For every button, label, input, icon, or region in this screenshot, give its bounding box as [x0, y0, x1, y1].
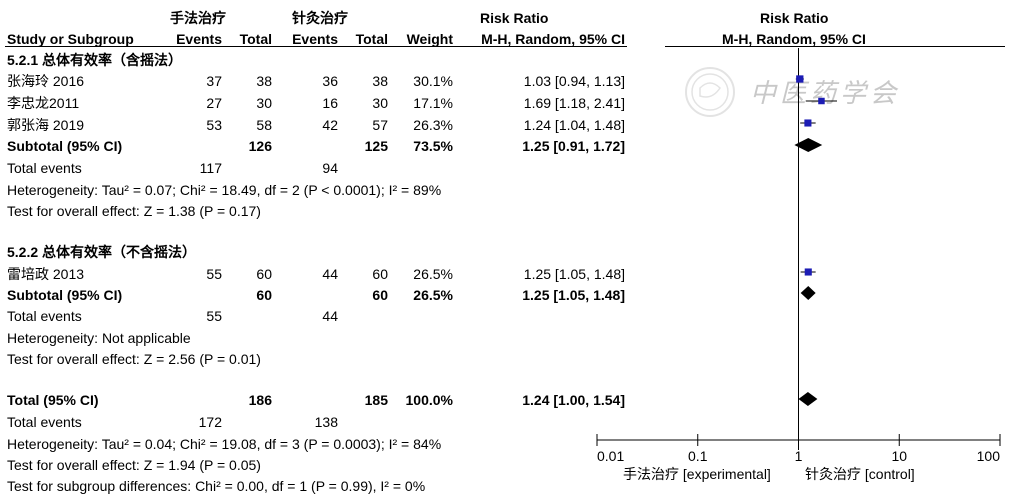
ctl-total-header: Total [355, 31, 388, 47]
total-exp-total: 186 [248, 392, 272, 408]
study-point-marker [804, 268, 812, 276]
total-events-exp: 55 [206, 308, 222, 324]
weight: 17.1% [413, 95, 453, 111]
ctl-total: 38 [372, 73, 388, 89]
exp-total-header: Total [239, 31, 272, 47]
exp-events: 27 [206, 95, 222, 111]
exp-total: 38 [256, 73, 272, 89]
exp-events: 37 [206, 73, 222, 89]
risk-ratio-ci: 1.03 [0.94, 1.13] [523, 73, 625, 89]
exp-total: 60 [256, 266, 272, 282]
risk-ratio-ci: 1.24 [1.04, 1.48] [523, 117, 625, 133]
header-rule-plot [665, 46, 1005, 47]
subgroup-title: 5.2.2 总体有效率（不含摇法） [7, 244, 197, 260]
ctl-events-header: Events [292, 31, 338, 47]
ctl-total: 30 [372, 95, 388, 111]
ctl-total: 57 [372, 117, 388, 133]
subtotal-ci: 1.25 [0.91, 1.72] [522, 138, 625, 154]
exp-events-header: Events [176, 31, 222, 47]
total-events-label: Total events [7, 160, 82, 176]
risk-ratio-header: Risk Ratio [480, 10, 549, 26]
study-point-marker [804, 119, 812, 127]
summary-diamond [794, 138, 823, 152]
method-header: M-H, Random, 95% CI [481, 31, 625, 47]
study-point-marker [818, 97, 825, 105]
weight-header: Weight [406, 31, 453, 47]
overall-effect-text: Test for overall effect: Z = 2.56 (P = 0… [7, 351, 261, 367]
ctl-events: 16 [322, 95, 338, 111]
overall-effect-text: Test for overall effect: Z = 1.38 (P = 0… [7, 203, 261, 219]
total-heterogeneity-text: Heterogeneity: Tau² = 0.04; Chi² = 19.08… [7, 436, 442, 452]
total-events-label: Total events [7, 308, 82, 324]
total-events-exp: 172 [198, 414, 222, 430]
x-tick-label: 0.01 [597, 448, 624, 464]
subgroup-differences-text: Test for subgroup differences: Chi² = 0.… [7, 478, 426, 494]
risk-ratio-plot-header: Risk Ratio [760, 10, 829, 26]
subtotal-label: Subtotal (95% CI) [7, 287, 123, 303]
exp-total: 30 [256, 95, 272, 111]
weight: 26.5% [413, 266, 453, 282]
total-events-label: Total events [7, 414, 82, 430]
study-column-header: Study or Subgroup [7, 31, 134, 47]
subgroup-title: 5.2.1 总体有效率（含摇法） [7, 52, 183, 68]
x-tick-label: 1 [795, 448, 803, 464]
subtotal-weight: 73.5% [413, 138, 453, 154]
total-weight: 100.0% [405, 392, 453, 408]
weight: 26.3% [413, 117, 453, 133]
x-tick-label: 100 [977, 448, 1001, 464]
exp-events: 55 [206, 266, 222, 282]
study-point-marker [796, 75, 804, 83]
subtotal-ctl-total: 60 [372, 287, 388, 303]
subtotal-weight: 26.5% [413, 287, 453, 303]
total-events-exp: 117 [199, 160, 222, 176]
favours-control-label: 针灸治疗 [control] [805, 466, 915, 482]
total-label: Total (95% CI) [7, 392, 99, 408]
watermark-seal-icon [685, 67, 735, 117]
heterogeneity-text: Heterogeneity: Tau² = 0.07; Chi² = 18.49… [7, 182, 442, 198]
study-name: 张海玲 2016 [7, 73, 85, 89]
summary-diamond [800, 286, 816, 300]
total-ci: 1.24 [1.00, 1.54] [522, 392, 625, 408]
summary-diamond [798, 392, 818, 406]
subtotal-ci: 1.25 [1.05, 1.48] [522, 287, 625, 303]
experimental-group-header: 手法治疗 [170, 10, 226, 26]
total-events-ctl: 44 [322, 308, 338, 324]
total-overall-effect-text: Test for overall effect: Z = 1.94 (P = 0… [7, 457, 261, 473]
ctl-events: 42 [322, 117, 338, 133]
total-ctl-total: 185 [364, 392, 388, 408]
x-tick-label: 10 [891, 448, 907, 464]
heterogeneity-text: Heterogeneity: Not applicable [7, 330, 191, 346]
control-group-header: 针灸治疗 [292, 10, 348, 26]
risk-ratio-ci: 1.25 [1.05, 1.48] [523, 266, 625, 282]
favours-experimental-label: 手法治疗 [experimental] [623, 466, 771, 482]
subtotal-label: Subtotal (95% CI) [7, 138, 123, 154]
header-rule-table [5, 46, 627, 47]
subtotal-exp-total: 126 [248, 138, 272, 154]
ctl-total: 60 [372, 266, 388, 282]
x-tick-label: 0.1 [688, 448, 708, 464]
method-plot-header: M-H, Random, 95% CI [722, 31, 866, 47]
weight: 30.1% [413, 73, 453, 89]
subtotal-exp-total: 60 [256, 287, 272, 303]
ctl-events: 44 [322, 266, 338, 282]
exp-events: 53 [206, 117, 222, 133]
total-events-ctl: 94 [322, 160, 338, 176]
total-events-ctl: 138 [314, 414, 338, 430]
study-name: 雷培政 2013 [7, 266, 85, 282]
risk-ratio-ci: 1.69 [1.18, 2.41] [523, 95, 625, 111]
subtotal-ctl-total: 125 [364, 138, 388, 154]
exp-total: 58 [256, 117, 272, 133]
study-name: 李忠龙2011 [7, 95, 80, 111]
ctl-events: 36 [322, 73, 338, 89]
study-name: 郭张海 2019 [7, 117, 85, 133]
